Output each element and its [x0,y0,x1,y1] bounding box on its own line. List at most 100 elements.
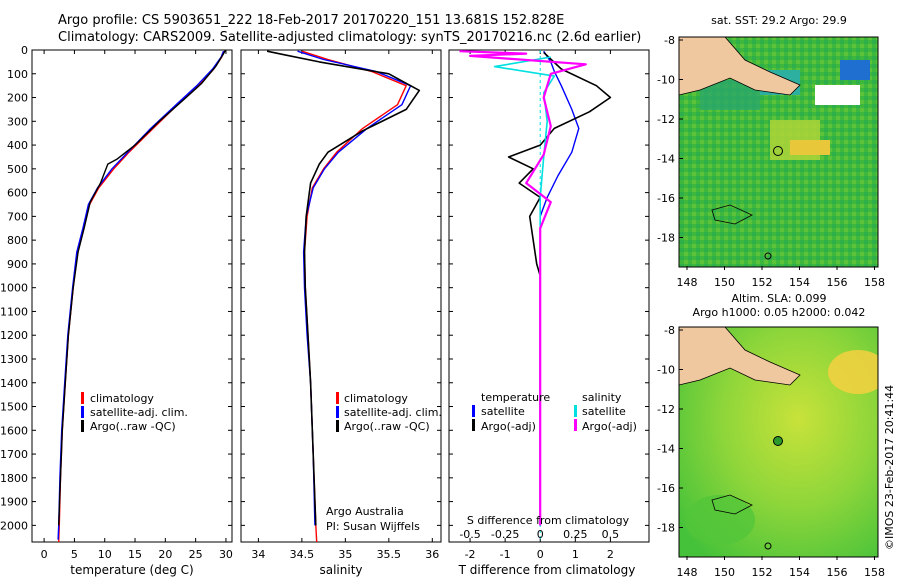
lon-tick-label: 158 [864,276,885,289]
temperature-x-ticks: 0 5 10 15 20 25 30 [41,50,233,561]
depth-tick-label: 1100 [0,305,28,318]
lat-tick-label: -12 [657,113,675,126]
depth-tick-label: 1900 [0,496,28,509]
difference-xlabel-top: S difference from climatology [467,514,630,527]
depth-tick-label: 800 [7,234,28,247]
series-line-temperature-argo-adj [507,51,612,526]
sst-map: sat. SST: 29.2 Argo: 29.9 -8 -10 -12 -14 -16… [657,14,885,289]
depth-tick-label: 1000 [0,282,28,295]
lat-tick-label: -8 [664,324,675,337]
legend-title-salinity: salinity [582,391,622,404]
difference-plot-frame [448,49,650,543]
legend-title-temperature: temperature [481,391,550,404]
lat-tick-label: -10 [657,74,675,87]
difference-depth-ticks [449,49,649,526]
lon-tick-label: 154 [789,566,810,579]
legend-label-argo: Argo(..raw -QC) [90,420,176,433]
difference-x-ticks: -2 -1 0 1 2 [465,50,614,561]
legend-label-argo: Argo(..raw -QC) [344,420,430,433]
series-line-argo-raw-qc [58,50,226,526]
x-tick-label: -1 [500,548,511,561]
x-tick-label: 2 [607,548,614,561]
x-tick-label: 36 [425,548,439,561]
x-tick-label: 34 [251,548,265,561]
salinity-x-ticks: 34 34.5 35 35.5 36 [251,50,439,561]
x-tick-label: 20 [158,548,172,561]
legend-swatch-t-argo [472,419,475,431]
legend-swatch-climatology [336,392,339,404]
depth-tick-label: 0 [21,44,28,57]
legend-swatch-s-satellite [574,405,577,417]
top-tick-label: -0.25 [491,528,519,541]
x-tick-label: 1 [572,548,579,561]
sla-low-patch [685,495,755,545]
lat-tick-label: -14 [657,443,675,456]
legend-label-s-satellite: satellite [582,405,626,418]
x-tick-label: 30 [219,548,233,561]
legend-label-satellite: satellite-adj. clim. [90,406,188,419]
depth-tick-label: 1600 [0,424,28,437]
top-tick-label: -0.5 [459,528,480,541]
sla-high-patch [828,350,878,394]
sst-reef [711,204,753,225]
difference-xlabel: T difference from climatology [458,563,636,577]
depth-tick-label: 400 [7,139,28,152]
sst-lon-ticks: 148 150 152 154 156 158 [677,266,885,289]
legend-swatch-argo [81,420,84,432]
sla-map: Altim. SLA: 0.099 Argo h1000: 0.05 h2000… [657,292,885,579]
salinity-xlabel: salinity [319,563,362,577]
legend-label-t-satellite: satellite [481,405,525,418]
depth-tick-label: 1800 [0,472,28,485]
series-line-satellite-adj-clim [57,50,225,540]
legend-label-t-argo: Argo(-adj) [481,420,536,433]
lat-tick-label: -8 [664,34,675,47]
sst-warm-patch-2 [790,140,830,155]
salinity-series [266,50,421,542]
depth-tick-label: 1400 [0,377,28,390]
depth-tick-label: 1700 [0,448,28,461]
lon-tick-label: 154 [789,276,810,289]
lat-tick-label: -16 [657,482,675,495]
sst-cold-patch [840,60,870,80]
x-tick-label: 25 [189,548,203,561]
sla-station-marker [764,542,772,550]
header-line-1: Argo profile: CS 5903651_222 18-Feb-2017… [58,13,564,28]
series-line-climatology [58,50,225,542]
x-tick-label: 35.5 [377,548,402,561]
sla-lat-ticks: -8 -10 -12 -14 -16 -18 [657,324,683,535]
temperature-xlabel: temperature (deg C) [70,563,193,577]
difference-panel: -2 -1 0 1 2 T difference from climatology S … [448,49,650,577]
lon-tick-label: 152 [752,276,773,289]
sla-argo-location [773,436,783,446]
lon-tick-label: 148 [677,276,698,289]
sla-lon-ticks: 148 150 152 154 156 158 [677,556,885,579]
lat-tick-label: -18 [657,522,675,535]
top-tick-label: 0 [537,528,544,541]
sst-missing-data [815,85,860,105]
depth-tick-label: 1300 [0,353,28,366]
lon-tick-label: 150 [714,566,735,579]
sst-land [679,37,801,96]
sst-station-marker [764,252,772,260]
x-tick-label: 10 [98,548,112,561]
depth-tick-label: 1200 [0,329,28,342]
series-line-satellite-adj-clim [297,50,412,526]
legend-swatch-climatology [81,392,84,404]
legend-label-s-argo: Argo(-adj) [582,420,637,433]
legend-label-climatology: climatology [90,392,154,405]
temperature-plot-frame [31,49,233,543]
depth-tick-label: 900 [7,258,28,271]
sla-map-title-2: Argo h1000: 0.05 h2000: 0.042 [693,306,866,319]
series-line-salinity-argo-adj [459,50,587,526]
x-tick-label: 35 [338,548,352,561]
lon-tick-label: 156 [827,276,848,289]
x-tick-label: 5 [71,548,78,561]
lat-tick-label: -16 [657,192,675,205]
depth-tick-label: 600 [7,187,28,200]
sla-map-frame [678,326,879,558]
sst-map-title: sat. SST: 29.2 Argo: 29.9 [711,14,847,27]
difference-legend: temperature salinity satellite Argo(-adj… [472,391,637,433]
temperature-depth-ticks: 0 100 200 300 400 500 600 700 800 900 1000 1100 1200… [0,44,232,532]
